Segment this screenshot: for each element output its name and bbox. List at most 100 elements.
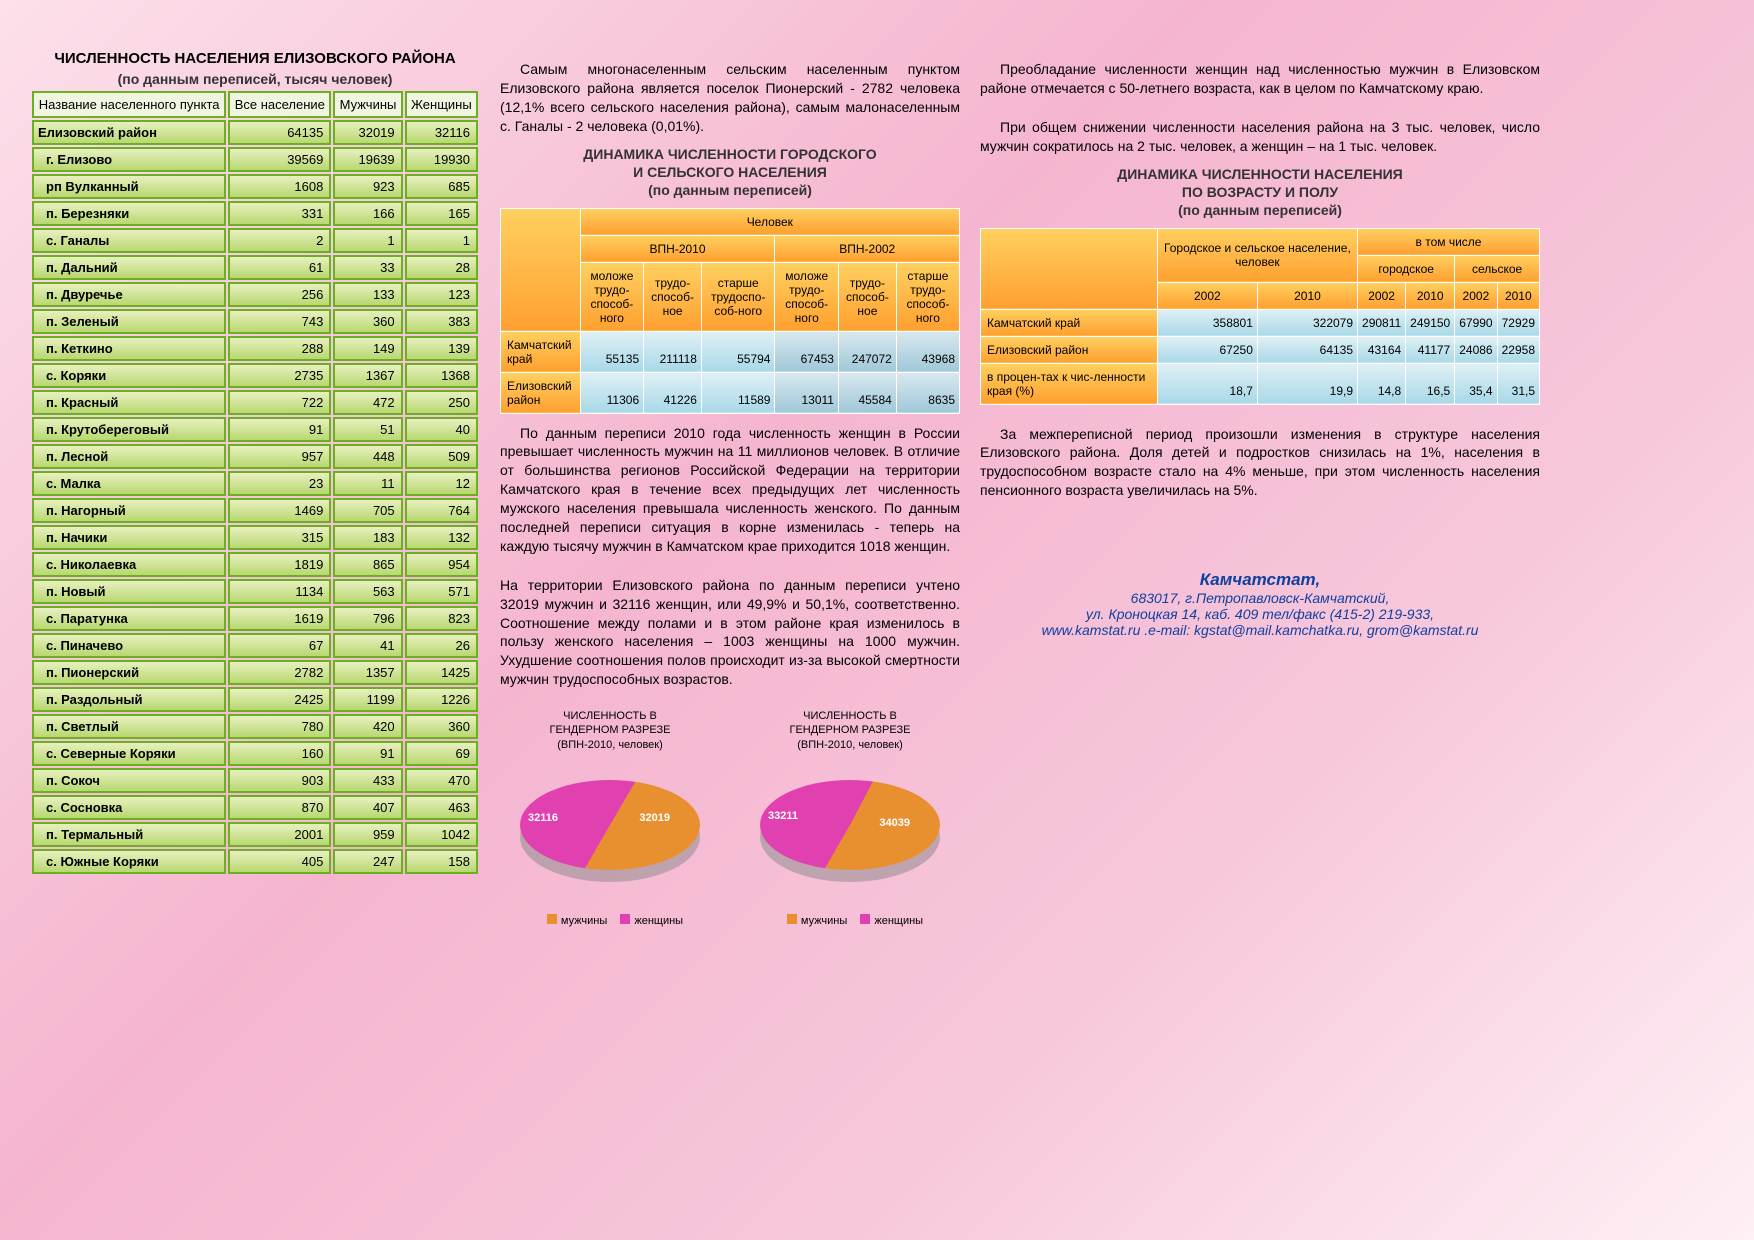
cell: 1425 (405, 660, 478, 685)
settlement-name: рп Вулканный (32, 174, 226, 199)
col-header: Мужчины (333, 91, 402, 118)
cell: 1367 (333, 363, 402, 388)
settlement-name: п. Лесной (32, 444, 226, 469)
cell: 51 (333, 417, 402, 442)
cell: 67 (228, 633, 331, 658)
settlement-name: с. Коряки (32, 363, 226, 388)
settlement-name: п. Красный (32, 390, 226, 415)
column-2: Самым многонаселенным сельским населенны… (500, 50, 960, 1210)
footer-contact: Камчатстат, 683017, г.Петропавловск-Камч… (980, 570, 1540, 638)
cell: 91 (333, 741, 402, 766)
cell: 28 (405, 255, 478, 280)
col-header: Женщины (405, 91, 478, 118)
settlement-name: п. Пионерский (32, 660, 226, 685)
table1-subtitle: (по данным переписей, тысяч человек) (30, 71, 480, 87)
row-header: в процен-тах к чис-ленности края (%) (981, 363, 1158, 404)
paragraph: Преобладание численности женщин над числ… (980, 60, 1540, 98)
settlement-name: с. Николаевка (32, 552, 226, 577)
cell: 470 (405, 768, 478, 793)
cell: 133 (333, 282, 402, 307)
cell: 954 (405, 552, 478, 577)
settlement-name: с. Малка (32, 471, 226, 496)
cell: 722 (228, 390, 331, 415)
cell: 764 (405, 498, 478, 523)
pie-chart-2: ЧИСЛЕННОСТЬ В ГЕНДЕРНОМ РАЗРЕЗЕ (ВПН-201… (740, 709, 960, 927)
cell: 1134 (228, 579, 331, 604)
settlement-name: п. Термальный (32, 822, 226, 847)
cell: 1 (333, 228, 402, 253)
settlement-name: п. Дальний (32, 255, 226, 280)
cell: 509 (405, 444, 478, 469)
cell: 165 (405, 201, 478, 226)
cell: 1042 (405, 822, 478, 847)
cell: 420 (333, 714, 402, 739)
age-sex-table: Городское и сельское население, человек … (980, 228, 1540, 405)
table2-title: И СЕЛЬСКОГО НАСЕЛЕНИЯ (500, 164, 960, 180)
cell: 11589 (701, 372, 774, 413)
cell: 1469 (228, 498, 331, 523)
cell: 26 (405, 633, 478, 658)
cell: 31,5 (1497, 363, 1539, 404)
row-header: Камчатский край (981, 309, 1158, 336)
pie-legend: мужчины женщины (500, 914, 720, 927)
cell: 358801 (1157, 309, 1257, 336)
col-header: Все население (228, 91, 331, 118)
row-header: Елизовский район (501, 372, 581, 413)
pie-legend: мужчины женщины (740, 914, 960, 927)
cell: 32019 (333, 120, 402, 145)
cell: 2782 (228, 660, 331, 685)
cell: 211118 (644, 331, 702, 372)
pie-chart-1: ЧИСЛЕННОСТЬ В ГЕНДЕРНОМ РАЗРЕЗЕ (ВПН-201… (500, 709, 720, 927)
column-1: ЧИСЛЕННОСТЬ НАСЕЛЕНИЯ ЕЛИЗОВСКОГО РАЙОНА… (30, 50, 480, 1210)
cell: 64135 (228, 120, 331, 145)
table2-title: ДИНАМИКА ЧИСЛЕННОСТИ ГОРОДСКОГО (500, 146, 960, 162)
cell: 448 (333, 444, 402, 469)
cell: 463 (405, 795, 478, 820)
cell: 433 (333, 768, 402, 793)
col-header: Название населенного пункта (32, 91, 226, 118)
cell: 903 (228, 768, 331, 793)
pie-charts-row: ЧИСЛЕННОСТЬ В ГЕНДЕРНОМ РАЗРЕЗЕ (ВПН-201… (500, 709, 960, 927)
cell: 1226 (405, 687, 478, 712)
table1-title: ЧИСЛЕННОСТЬ НАСЕЛЕНИЯ ЕЛИЗОВСКОГО РАЙОНА (30, 50, 480, 67)
cell: 870 (228, 795, 331, 820)
settlement-name: с. Паратунка (32, 606, 226, 631)
cell: 41177 (1406, 336, 1455, 363)
settlement-name: с. Сосновка (32, 795, 226, 820)
row-header: Камчатский край (501, 331, 581, 372)
settlement-name: с. Южные Коряки (32, 849, 226, 874)
cell: 563 (333, 579, 402, 604)
cell: 1357 (333, 660, 402, 685)
cell: 55794 (701, 331, 774, 372)
cell: 331 (228, 201, 331, 226)
cell: 40 (405, 417, 478, 442)
settlement-name: с. Северные Коряки (32, 741, 226, 766)
cell: 571 (405, 579, 478, 604)
cell: 247072 (838, 331, 896, 372)
table3-subtitle: (по данным переписей) (980, 202, 1540, 218)
cell: 67453 (775, 331, 839, 372)
cell: 780 (228, 714, 331, 739)
cell: 1819 (228, 552, 331, 577)
cell: 14,8 (1358, 363, 1406, 404)
cell: 72929 (1497, 309, 1539, 336)
cell: 290811 (1358, 309, 1406, 336)
cell: 22958 (1497, 336, 1539, 363)
cell: 67990 (1455, 309, 1497, 336)
cell: 32116 (405, 120, 478, 145)
cell: 19639 (333, 147, 402, 172)
cell: 796 (333, 606, 402, 631)
cell: 1619 (228, 606, 331, 631)
paragraph: Самым многонаселенным сельским населенны… (500, 60, 960, 136)
cell: 2001 (228, 822, 331, 847)
cell: 91 (228, 417, 331, 442)
settlement-name: п. Зеленый (32, 309, 226, 334)
cell: 43164 (1358, 336, 1406, 363)
cell: 123 (405, 282, 478, 307)
cell: 360 (405, 714, 478, 739)
row-header: Елизовский район (981, 336, 1158, 363)
cell: 11306 (580, 372, 644, 413)
cell: 139 (405, 336, 478, 361)
table3-title: ДИНАМИКА ЧИСЛЕННОСТИ НАСЕЛЕНИЯ (980, 166, 1540, 182)
cell: 250 (405, 390, 478, 415)
